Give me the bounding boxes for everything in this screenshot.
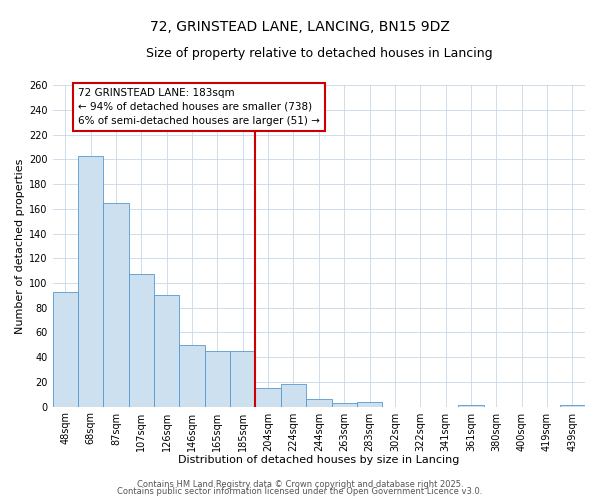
Bar <box>129 274 154 406</box>
Text: Contains HM Land Registry data © Crown copyright and database right 2025.: Contains HM Land Registry data © Crown c… <box>137 480 463 489</box>
Bar <box>103 202 129 406</box>
Bar <box>154 296 179 406</box>
Title: Size of property relative to detached houses in Lancing: Size of property relative to detached ho… <box>146 48 492 60</box>
Text: 72 GRINSTEAD LANE: 183sqm
← 94% of detached houses are smaller (738)
6% of semi-: 72 GRINSTEAD LANE: 183sqm ← 94% of detac… <box>78 88 320 126</box>
Bar <box>332 403 357 406</box>
Bar <box>256 388 281 406</box>
Text: 72, GRINSTEAD LANE, LANCING, BN15 9DZ: 72, GRINSTEAD LANE, LANCING, BN15 9DZ <box>150 20 450 34</box>
Bar <box>357 402 382 406</box>
X-axis label: Distribution of detached houses by size in Lancing: Distribution of detached houses by size … <box>178 455 460 465</box>
Bar <box>205 351 230 406</box>
Bar <box>281 384 306 406</box>
Text: Contains public sector information licensed under the Open Government Licence v3: Contains public sector information licen… <box>118 487 482 496</box>
Y-axis label: Number of detached properties: Number of detached properties <box>15 158 25 334</box>
Bar <box>230 351 256 406</box>
Bar <box>78 156 103 406</box>
Bar <box>179 345 205 406</box>
Bar <box>53 292 78 406</box>
Bar <box>306 399 332 406</box>
